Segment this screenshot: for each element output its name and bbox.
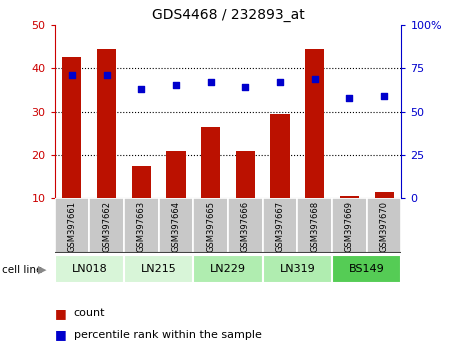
Point bbox=[68, 72, 76, 78]
Text: GSM397668: GSM397668 bbox=[310, 201, 319, 252]
Text: percentile rank within the sample: percentile rank within the sample bbox=[74, 330, 262, 339]
Text: LN215: LN215 bbox=[141, 264, 177, 274]
Text: GSM397663: GSM397663 bbox=[137, 201, 146, 252]
Point bbox=[242, 84, 249, 90]
Text: GSM397666: GSM397666 bbox=[241, 201, 250, 252]
Bar bbox=[228, 198, 263, 253]
Bar bbox=[193, 198, 228, 253]
Text: LN319: LN319 bbox=[279, 264, 315, 274]
Point bbox=[207, 79, 215, 85]
Bar bbox=[332, 198, 367, 253]
Bar bbox=[55, 255, 124, 283]
Text: GSM397670: GSM397670 bbox=[380, 201, 389, 252]
Bar bbox=[270, 114, 290, 198]
Bar bbox=[159, 198, 193, 253]
Point bbox=[346, 95, 353, 101]
Text: ▶: ▶ bbox=[38, 265, 47, 275]
Point bbox=[172, 82, 180, 88]
Bar bbox=[305, 48, 324, 198]
Point bbox=[138, 86, 145, 92]
Bar bbox=[193, 255, 263, 283]
Point bbox=[103, 72, 110, 78]
Bar bbox=[332, 255, 401, 283]
Text: count: count bbox=[74, 308, 105, 318]
Bar bbox=[89, 198, 124, 253]
Bar bbox=[124, 255, 193, 283]
Bar bbox=[132, 166, 151, 198]
Bar bbox=[263, 198, 297, 253]
Text: GSM397664: GSM397664 bbox=[171, 201, 180, 252]
Bar bbox=[97, 48, 116, 198]
Text: ■: ■ bbox=[55, 307, 66, 320]
Bar bbox=[124, 198, 159, 253]
Point bbox=[311, 76, 318, 81]
Bar bbox=[340, 196, 359, 198]
Text: LN229: LN229 bbox=[210, 264, 246, 274]
Text: BS149: BS149 bbox=[349, 264, 385, 274]
Bar bbox=[236, 150, 255, 198]
Bar bbox=[263, 255, 332, 283]
Text: GSM397667: GSM397667 bbox=[276, 201, 285, 252]
Text: cell line: cell line bbox=[2, 265, 43, 275]
Bar bbox=[62, 57, 82, 198]
Bar bbox=[367, 198, 401, 253]
Bar bbox=[297, 198, 332, 253]
Bar bbox=[374, 192, 394, 198]
Text: ■: ■ bbox=[55, 328, 66, 341]
Text: GSM397669: GSM397669 bbox=[345, 201, 354, 252]
Point bbox=[380, 93, 388, 99]
Title: GDS4468 / 232893_at: GDS4468 / 232893_at bbox=[152, 8, 304, 22]
Text: GSM397661: GSM397661 bbox=[67, 201, 76, 252]
Text: GSM397665: GSM397665 bbox=[206, 201, 215, 252]
Text: LN018: LN018 bbox=[71, 264, 107, 274]
Point bbox=[276, 79, 284, 85]
Bar bbox=[166, 150, 186, 198]
Bar bbox=[55, 198, 89, 253]
Bar bbox=[201, 127, 220, 198]
Text: GSM397662: GSM397662 bbox=[102, 201, 111, 252]
